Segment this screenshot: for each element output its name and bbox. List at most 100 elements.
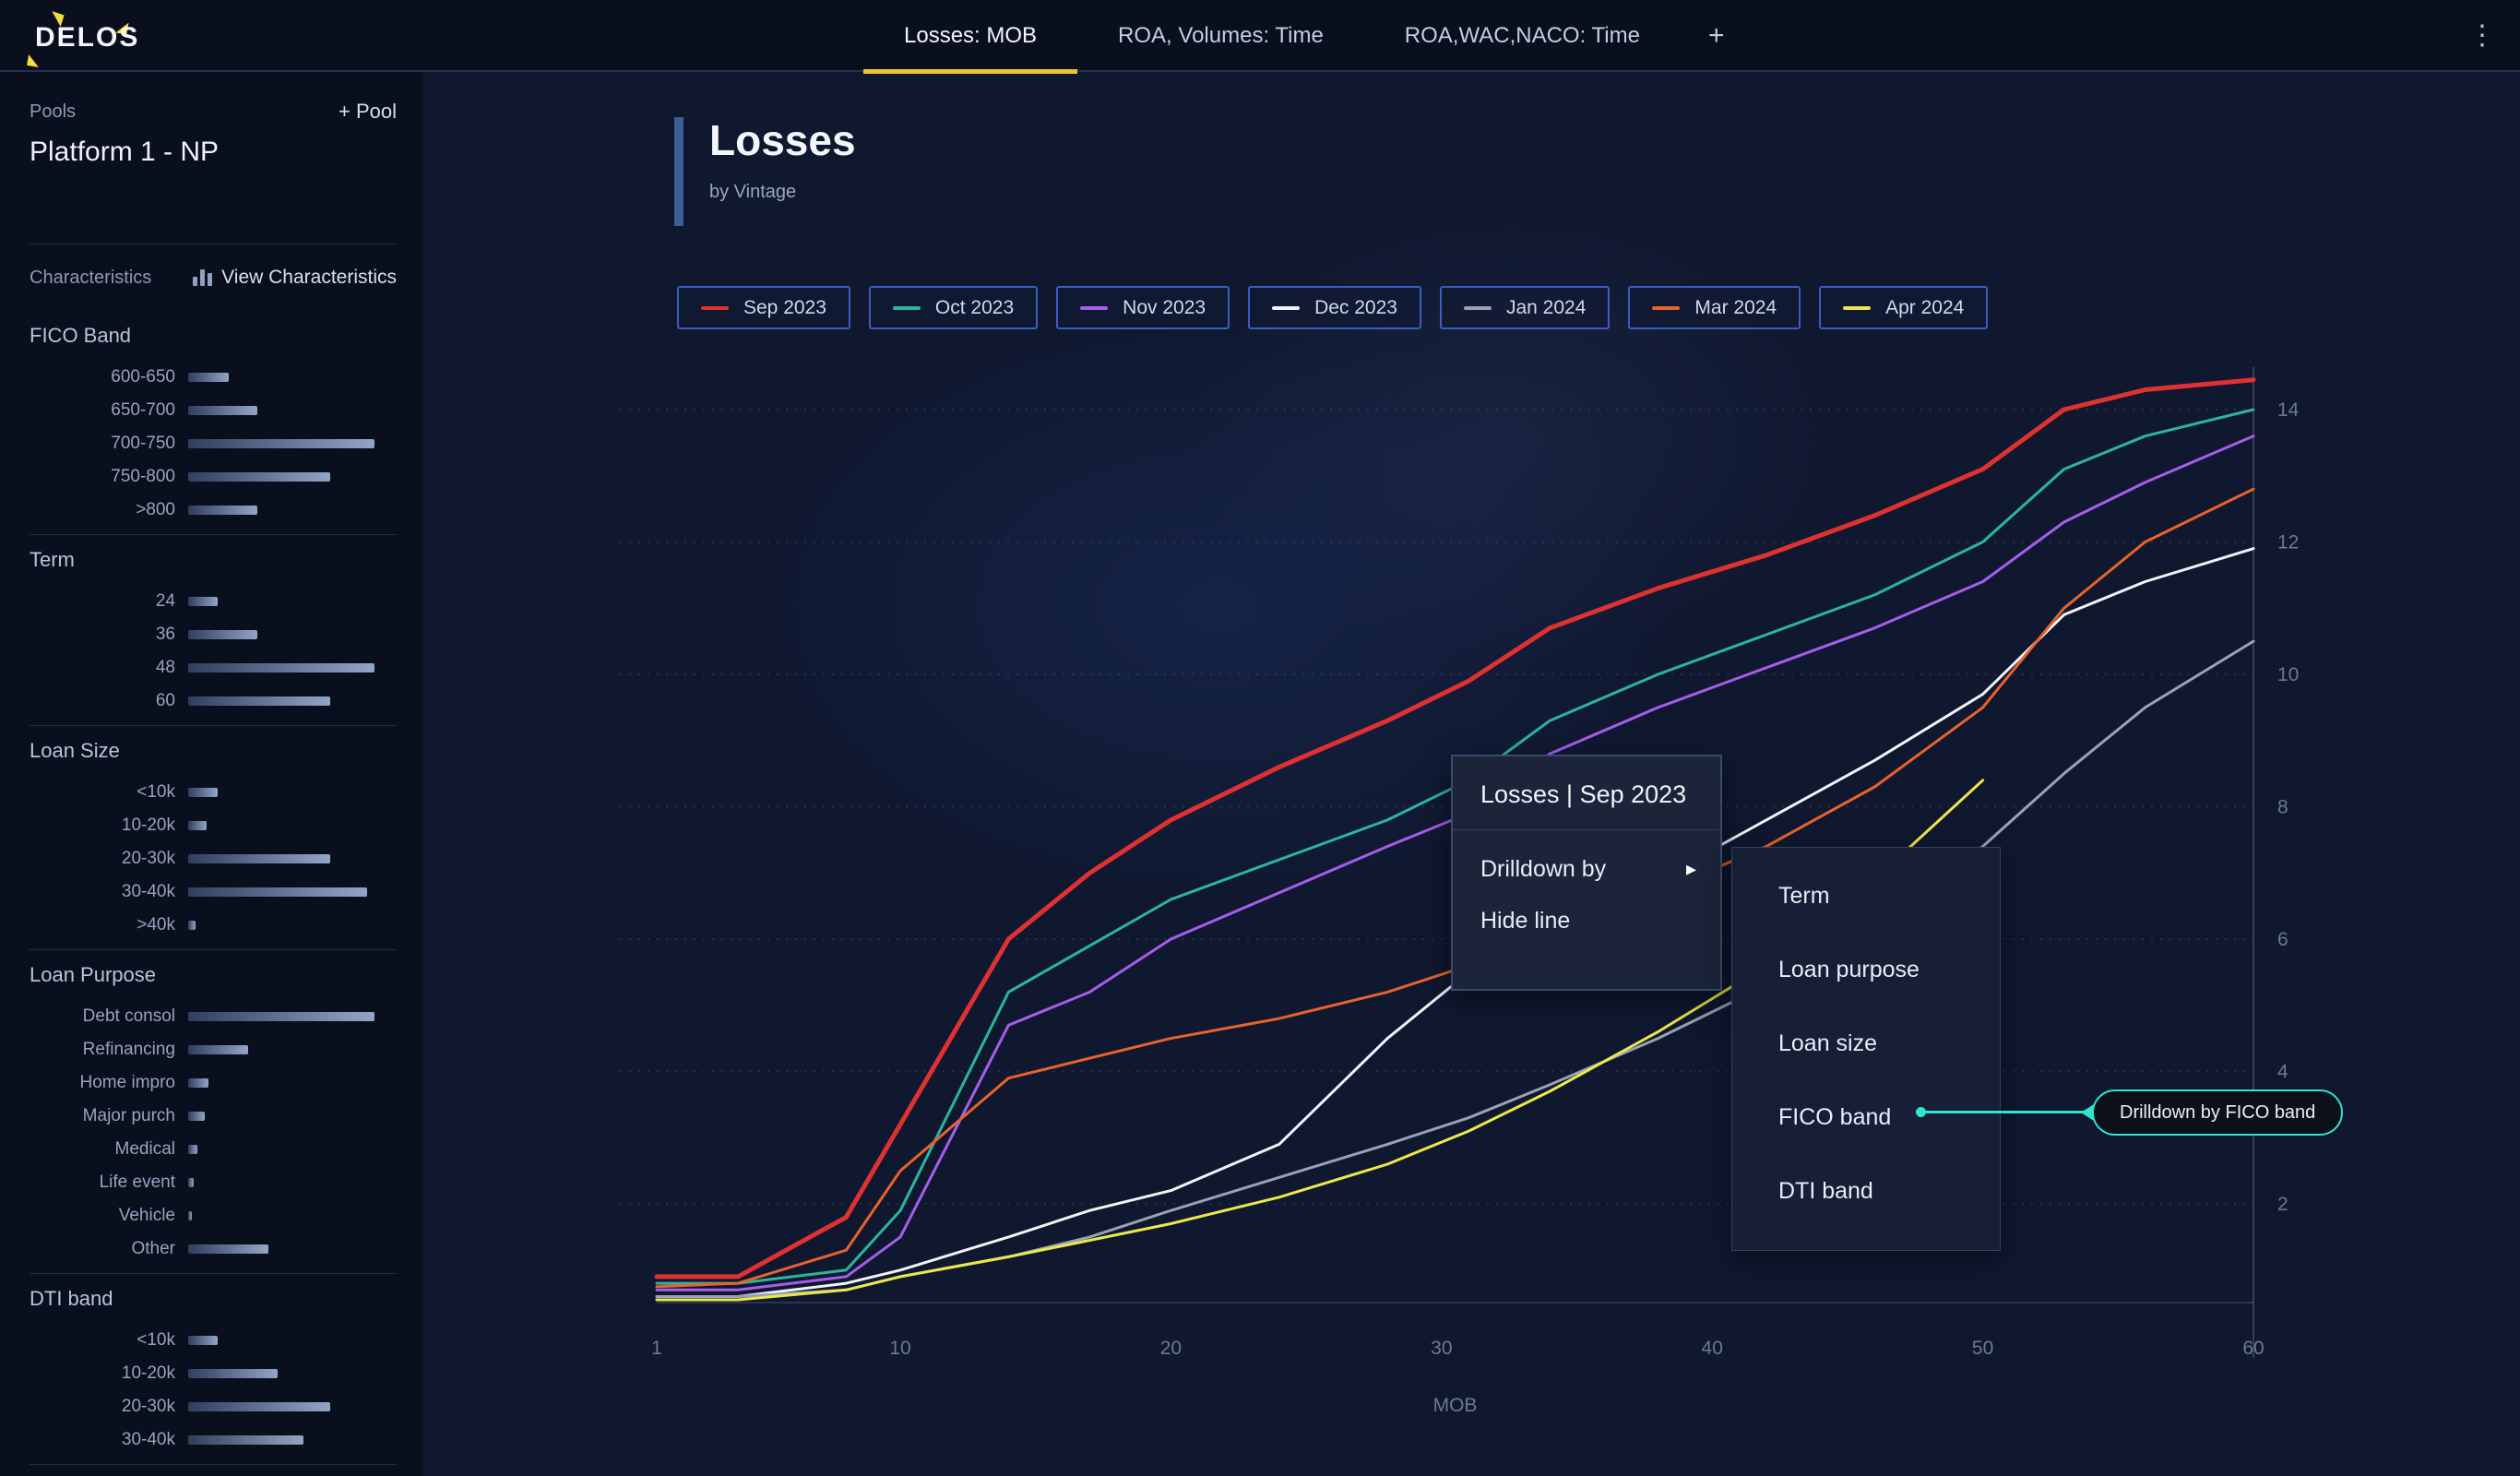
- tab-roa-wac-naco-time[interactable]: ROA,WAC,NACO: Time: [1404, 23, 1640, 48]
- pools-label: Pools: [30, 101, 77, 122]
- submenu-item-loan-purpose[interactable]: Loan purpose: [1778, 956, 1920, 982]
- legend-chip-oct-2023[interactable]: Oct 2023: [868, 286, 1039, 329]
- x-axis-tick-label: 20: [1160, 1338, 1182, 1359]
- histogram-bar: [188, 1402, 330, 1411]
- legend-label: Jan 2024: [1505, 296, 1587, 318]
- series-line-nov-2023[interactable]: [655, 434, 2255, 1292]
- series-line-dec-2023[interactable]: [655, 547, 2255, 1298]
- tab-roa-volumes-time[interactable]: ROA, Volumes: Time: [1118, 23, 1324, 48]
- add-tab-button[interactable]: +: [1707, 20, 1725, 51]
- divider: [30, 1464, 397, 1465]
- histogram-row-800: >800: [30, 494, 397, 527]
- histogram-row-24: 24: [30, 585, 397, 618]
- characteristic-section-dti-band: DTI band <10k 10-20k 20-30k 30-40k: [30, 1274, 397, 1465]
- histogram-bar: [188, 1244, 268, 1254]
- context-menu: Losses | Sep 2023 Drilldown by ▸ Hide line: [1451, 755, 1722, 991]
- histogram-bar: [188, 373, 229, 382]
- navbar: DELOS Losses: MOB ROA, Volumes: Time ROA,W…: [0, 0, 2520, 74]
- legend-chip-apr-2024[interactable]: Apr 2024: [1819, 286, 1989, 329]
- characteristic-section-loan-purpose: Loan Purpose Debt consol Refinancing Home i…: [30, 950, 397, 1274]
- submenu-item-term[interactable]: Term: [1778, 882, 1830, 909]
- histogram-label: Refinancing: [82, 1040, 175, 1059]
- histogram-label: 36: [155, 625, 175, 644]
- page-title: Losses: [709, 116, 856, 164]
- legend-swatch-icon: [701, 305, 729, 310]
- legend-swatch-icon: [892, 305, 921, 310]
- histogram-row-60: 60: [30, 684, 397, 718]
- histogram-bar: [188, 1211, 192, 1220]
- submenu-item-dti-band[interactable]: DTI band: [1778, 1177, 1873, 1204]
- drilldown-submenu: Term Loan purpose Loan size FICO band DTI ba…: [1731, 847, 2001, 1251]
- series-line-mar-2024[interactable]: [655, 487, 2255, 1289]
- add-pool-button[interactable]: + Pool: [339, 100, 397, 123]
- histogram-label: 20-30k: [121, 1397, 175, 1416]
- legend-chip-sep-2023[interactable]: Sep 2023: [677, 286, 850, 329]
- drilldown-callout: Drilldown by FICO band: [2081, 1089, 2344, 1136]
- histogram-bar: [188, 439, 374, 448]
- callout-connector-line: [1924, 1111, 2094, 1113]
- legend-swatch-icon: [1463, 305, 1492, 310]
- histogram-bar: [188, 1012, 374, 1021]
- histogram-bar: [188, 1336, 218, 1345]
- y-axis-tick-label: 12: [2277, 532, 2299, 554]
- submenu-item-loan-size[interactable]: Loan size: [1778, 1030, 1878, 1056]
- series-line-sep-2023[interactable]: [654, 377, 2256, 1280]
- legend-label: Apr 2024: [1885, 296, 1965, 318]
- context-menu-item-hide-line[interactable]: Hide line: [1453, 895, 1720, 946]
- legend-chip-jan-2024[interactable]: Jan 2024: [1439, 286, 1611, 329]
- histogram-row-48: 48: [30, 651, 397, 684]
- submenu-arrow-icon: ▸: [1685, 857, 1696, 880]
- section-title: DTI band: [30, 1287, 113, 1310]
- section-title: Loan Size: [30, 739, 120, 762]
- characteristic-section-loan-size: Loan Size <10k 10-20k 20-30k 30-40k >40k: [30, 726, 397, 950]
- histogram-bar: [188, 1112, 205, 1121]
- x-axis-tick-label: 60: [2242, 1338, 2264, 1359]
- legend-chip-mar-2024[interactable]: Mar 2024: [1628, 286, 1801, 329]
- histogram-label: >40k: [137, 915, 175, 934]
- submenu-item-fico-band[interactable]: FICO band: [1778, 1103, 1892, 1130]
- legend-swatch-icon: [1272, 305, 1301, 310]
- view-characteristics-button[interactable]: View Characteristics: [193, 267, 397, 289]
- section-title: Term: [30, 548, 75, 571]
- tab-losses-mob[interactable]: Losses: MOB: [863, 0, 1078, 74]
- histogram-bar: [188, 1145, 197, 1154]
- histogram-row-vehicle: Vehicle: [30, 1199, 397, 1232]
- histogram-bar: [188, 506, 257, 515]
- legend-label: Nov 2023: [1123, 296, 1207, 318]
- histogram-label: Vehicle: [118, 1206, 175, 1225]
- kebab-menu-icon[interactable]: ⋮: [2468, 20, 2496, 51]
- divider: [30, 725, 397, 726]
- y-axis-tick-label: 4: [2277, 1062, 2288, 1083]
- series-line-oct-2023[interactable]: [655, 408, 2255, 1285]
- histogram-label: 750-800: [111, 467, 175, 486]
- histogram-row-10k: <10k: [30, 1324, 397, 1357]
- histogram-bar: [188, 788, 218, 797]
- histogram-label: <10k: [137, 1330, 175, 1350]
- callout-notch-icon: [2081, 1104, 2094, 1121]
- pool-name[interactable]: Platform 1 - NP: [30, 137, 220, 167]
- y-axis-tick-label: 2: [2277, 1194, 2288, 1215]
- histogram-bar: [188, 1369, 278, 1378]
- histogram-row-10-20k: 10-20k: [30, 809, 397, 842]
- histogram-bar: [188, 1178, 194, 1187]
- callout-anchor-dot: [1916, 1107, 1926, 1117]
- series-line-apr-2024[interactable]: [655, 779, 1985, 1302]
- y-axis-tick-label: 8: [2277, 797, 2288, 818]
- characteristics-label: Characteristics: [30, 267, 152, 288]
- histogram-label: 650-700: [111, 400, 175, 420]
- brand-logo: DELOS: [35, 22, 140, 53]
- histogram-row-home-impro: Home impro: [30, 1066, 397, 1100]
- histogram-label: >800: [136, 500, 175, 519]
- losses-line-chart[interactable]: 2 4 6 8 10 12 14 1 10 20 30 40 50 60 MOB: [609, 341, 2361, 1430]
- histogram-row-40k: >40k: [30, 909, 397, 942]
- context-menu-item-drilldown-by[interactable]: Drilldown by ▸: [1453, 843, 1720, 895]
- x-axis-title: MOB: [1433, 1395, 1478, 1416]
- x-axis-tick-label: 30: [1431, 1338, 1452, 1359]
- histogram-label: <10k: [137, 782, 175, 802]
- legend-swatch-icon: [1652, 305, 1681, 310]
- legend-chip-dec-2023[interactable]: Dec 2023: [1248, 286, 1421, 329]
- x-axis-tick-label: 50: [1972, 1338, 1993, 1359]
- legend-chip-nov-2023[interactable]: Nov 2023: [1056, 286, 1230, 329]
- histogram-bar: [188, 630, 257, 639]
- histogram-row-refinancing: Refinancing: [30, 1033, 397, 1066]
